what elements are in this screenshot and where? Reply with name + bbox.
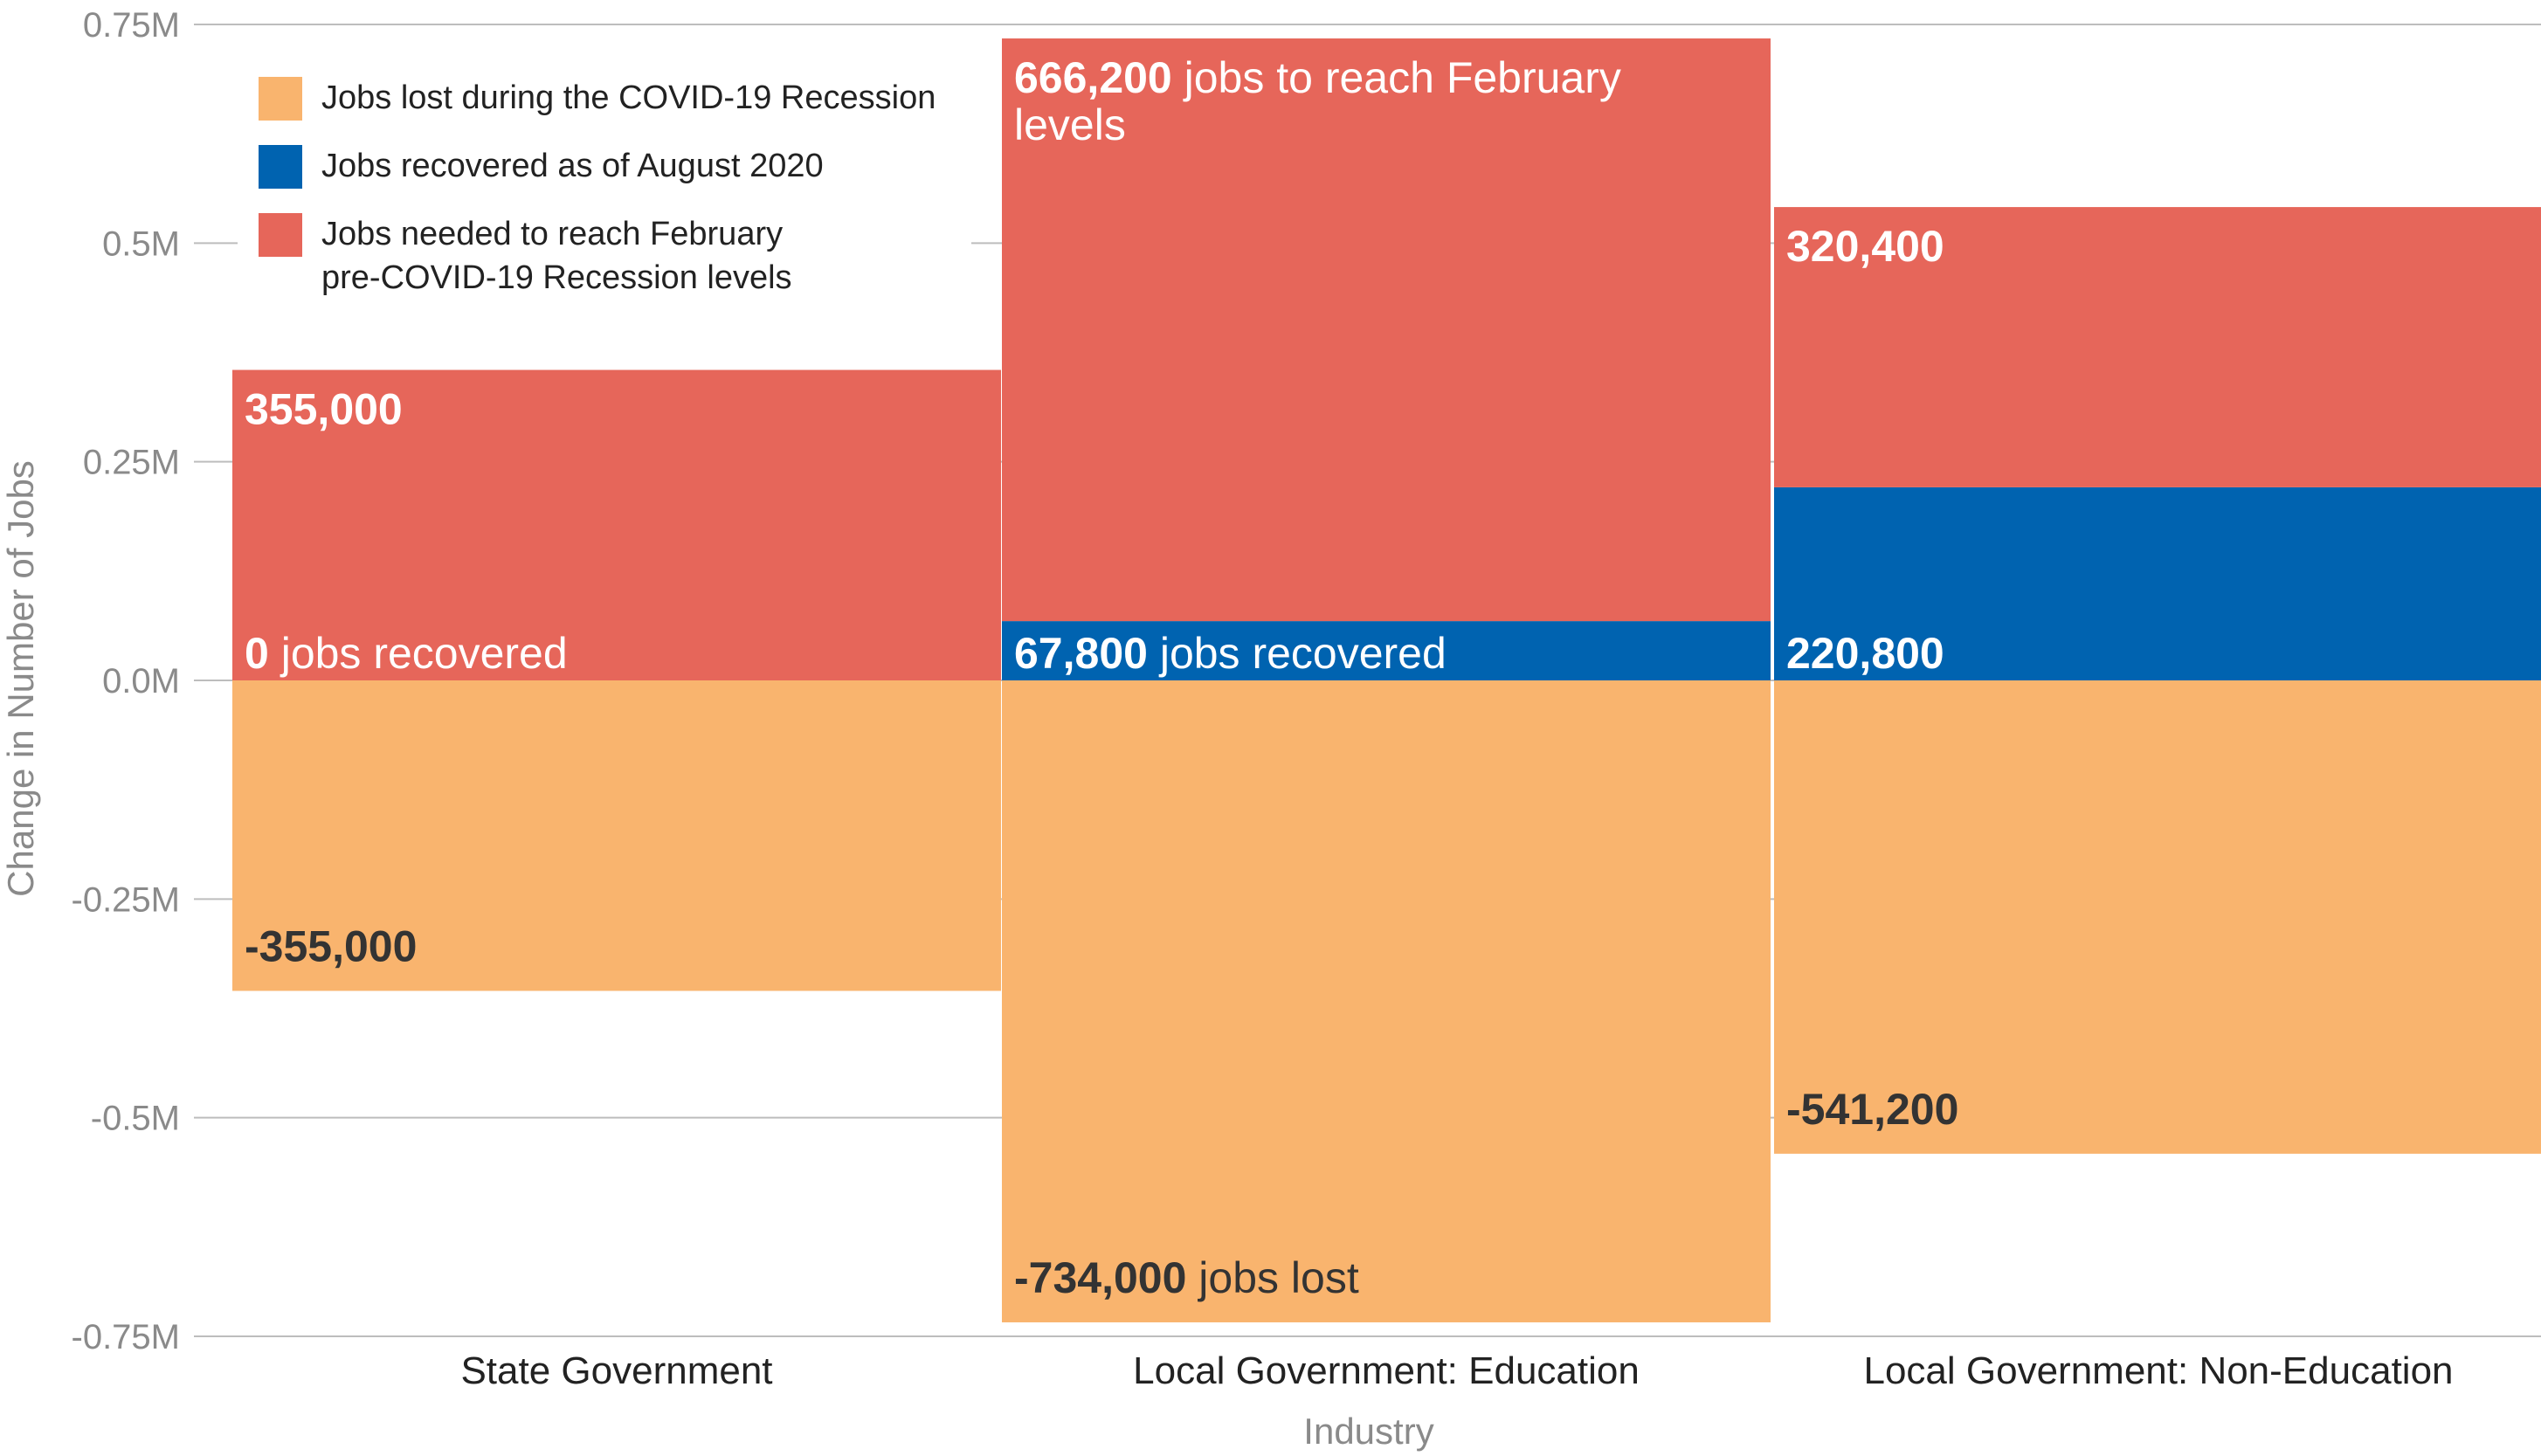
bar-segment: [1002, 680, 1771, 1322]
bar-segment: [232, 369, 1001, 680]
legend-background: [238, 54, 971, 307]
bar-annotation: 0 jobs recovered: [245, 629, 568, 678]
bar-annotation: 220,800: [1786, 629, 1944, 678]
x-tick-label: Local Government: Non-Education: [1863, 1349, 2453, 1392]
bar-segment: [1002, 38, 1771, 622]
bar-segment: [1002, 621, 1771, 680]
y-axis-title: Change in Number of Jobs: [0, 460, 41, 897]
legend-label: Jobs recovered as of August 2020: [321, 148, 824, 184]
legend-swatch: [259, 77, 302, 121]
y-tick-label: -0.25M: [72, 880, 181, 919]
bar-annotation: -355,000: [245, 921, 417, 970]
x-axis-title: Industry: [1303, 1411, 1433, 1452]
bar-segment: [1774, 207, 2541, 487]
y-tick-label: 0.25M: [83, 444, 180, 482]
x-tick-labels: State Government Local Government: Educat…: [460, 1349, 2453, 1392]
legend-swatch: [259, 145, 302, 189]
bar-annotation: 320,400: [1786, 222, 1944, 271]
y-tick-label: 0.0M: [102, 662, 180, 700]
bars: [232, 38, 2541, 1322]
legend-label: Jobs needed to reach February: [321, 216, 783, 252]
bar-annotation: -734,000 jobs lost: [1014, 1253, 1359, 1302]
legend-swatch: [259, 213, 302, 257]
y-tick-label: -0.5M: [91, 1100, 180, 1138]
bar-segment: [232, 680, 1001, 991]
bar-segment: [1774, 486, 2541, 680]
y-tick-labels: 0.75M 0.5M 0.25M 0.0M -0.25M -0.5M -0.75M: [72, 6, 181, 1356]
bar-annotation: 67,800 jobs recovered: [1014, 629, 1447, 678]
x-tick-label: State Government: [460, 1349, 772, 1392]
bar-annotation: -541,200: [1786, 1085, 1958, 1134]
bar-annotation: 355,000: [245, 385, 403, 434]
legend: Jobs lost during the COVID-19 Recession J…: [238, 54, 971, 307]
y-tick-label: -0.75M: [72, 1318, 181, 1356]
y-tick-label: 0.5M: [102, 224, 180, 263]
legend-label: pre-COVID-19 Recession levels: [321, 259, 792, 296]
bar-annotations: 355,000 0 jobs recovered -355,000 666,200 j…: [245, 53, 1958, 1302]
y-tick-label: 0.75M: [83, 6, 180, 45]
bar-annotation-line2: levels: [1014, 100, 1126, 149]
legend-label: Jobs lost during the COVID-19 Recession: [321, 79, 936, 116]
x-tick-label: Local Government: Education: [1133, 1349, 1640, 1392]
bar-segment: [1774, 680, 2541, 1154]
bar-annotation: 666,200 jobs to reach February: [1014, 53, 1621, 102]
